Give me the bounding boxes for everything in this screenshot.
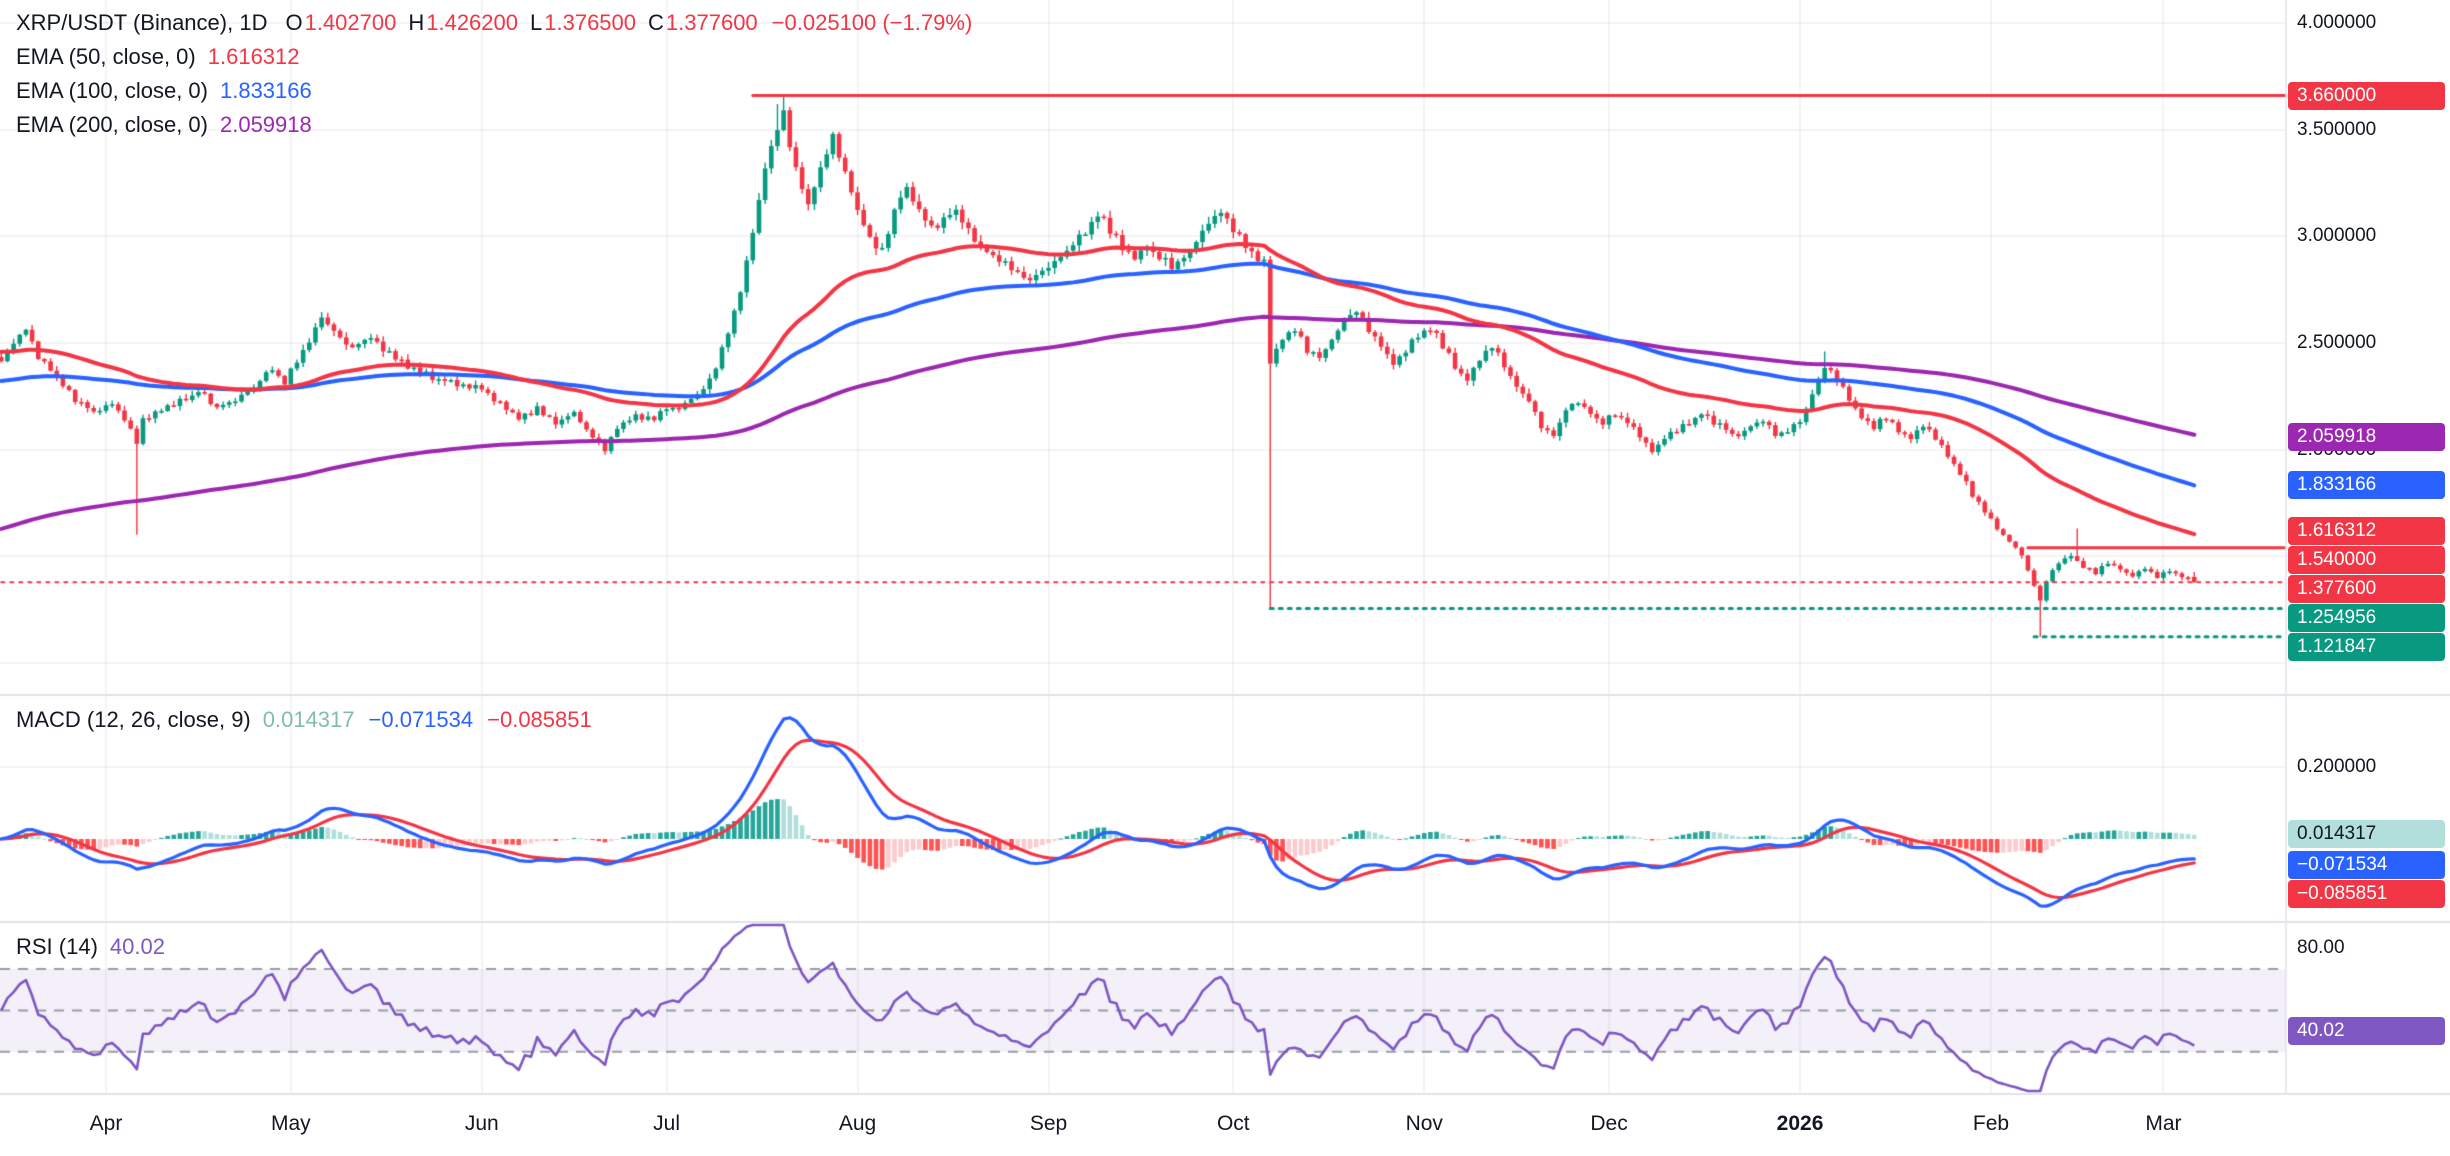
rsi-legend-row[interactable]: RSI (14) 40.02 xyxy=(16,934,165,960)
macd-price-badge: −0.085851 xyxy=(2288,879,2445,908)
ema100-value: 1.833166 xyxy=(219,78,312,103)
ema100-legend-row[interactable]: EMA (100, close, 0) 1.833166 xyxy=(16,78,972,104)
ema50-legend-row[interactable]: EMA (50, close, 0) 1.616312 xyxy=(16,44,972,70)
main-price-badge: 2.059918 xyxy=(2288,422,2445,451)
rsi-axis-label: 80.00 xyxy=(2297,937,2345,959)
symbol-title: XRP/USDT (Binance), 1D xyxy=(16,10,268,35)
main-price-badge: 1.377600 xyxy=(2288,575,2445,604)
time-axis-label: Nov xyxy=(1405,1112,1443,1135)
change-value: −0.025100 (−1.79%) xyxy=(771,10,973,35)
ema200-label: EMA (200, close, 0) xyxy=(16,112,208,137)
time-axis-label: Sep xyxy=(1029,1112,1068,1135)
main-price-badge: 1.833166 xyxy=(2288,471,2445,500)
macd-price-badge: −0.071534 xyxy=(2288,850,2445,879)
low-value: 1.376500 xyxy=(544,10,637,35)
price-axis[interactable] xyxy=(2286,0,2450,1094)
ema50-label: EMA (50, close, 0) xyxy=(16,44,196,69)
time-axis-label: Aug xyxy=(838,1112,877,1135)
macd-price-badge: 0.014317 xyxy=(2288,819,2445,848)
high-value: 1.426200 xyxy=(426,10,518,35)
close-label: C xyxy=(648,10,664,35)
time-axis-label: Jul xyxy=(653,1112,680,1135)
time-axis-label: 2026 xyxy=(1776,1112,1824,1135)
ema200-legend-row[interactable]: EMA (200, close, 0) 2.059918 xyxy=(16,112,972,138)
main-price-badge: 1.254956 xyxy=(2288,604,2445,633)
ema50-value: 1.616312 xyxy=(207,44,300,69)
time-axis-label: Jun xyxy=(464,1112,499,1135)
macd-axis-label: 0.200000 xyxy=(2297,755,2377,777)
open-label: O xyxy=(285,10,303,35)
main-price-badge: 1.616312 xyxy=(2288,517,2445,546)
low-label: L xyxy=(530,10,543,35)
main-price-badge: 3.660000 xyxy=(2288,81,2445,110)
time-axis-label: Dec xyxy=(1590,1112,1628,1135)
price-axis-label: 3.000000 xyxy=(2297,225,2377,247)
close-value: 1.377600 xyxy=(665,10,758,35)
time-axis-label: Mar xyxy=(2145,1112,2182,1135)
ema100-label: EMA (100, close, 0) xyxy=(16,78,208,103)
price-axis-label: 2.500000 xyxy=(2297,331,2377,353)
ema200-value: 2.059918 xyxy=(219,112,312,137)
macd-signal-value: −0.085851 xyxy=(487,707,592,732)
symbol-ohlc-row[interactable]: XRP/USDT (Binance), 1D O 1.402700 H 1.42… xyxy=(16,10,972,36)
main-price-badge: 1.540000 xyxy=(2288,546,2445,575)
macd-hist-value: 0.014317 xyxy=(262,707,355,732)
time-axis-label: Apr xyxy=(89,1112,123,1135)
macd-legend: MACD (12, 26, close, 9) 0.014317 −0.0715… xyxy=(16,707,592,733)
open-value: 1.402700 xyxy=(304,10,397,35)
high-label: H xyxy=(408,10,425,35)
time-axis-label: Feb xyxy=(1972,1112,2010,1135)
rsi-label: RSI (14) xyxy=(16,934,98,959)
macd-legend-row[interactable]: MACD (12, 26, close, 9) 0.014317 −0.0715… xyxy=(16,707,592,733)
time-axis[interactable] xyxy=(0,1094,2450,1156)
price-axis-label: 3.500000 xyxy=(2297,118,2377,140)
macd-line-value: −0.071534 xyxy=(368,707,474,732)
rsi-legend: RSI (14) 40.02 xyxy=(16,934,165,960)
main-price-badge: 1.121847 xyxy=(2288,633,2445,662)
time-axis-label: Oct xyxy=(1216,1112,1250,1135)
rsi-value: 40.02 xyxy=(109,934,165,959)
rsi-price-badge: 40.02 xyxy=(2288,1017,2445,1046)
time-axis-label: May xyxy=(270,1112,311,1135)
main-legend: XRP/USDT (Binance), 1D O 1.402700 H 1.42… xyxy=(16,10,972,138)
macd-label: MACD (12, 26, close, 9) xyxy=(16,707,251,732)
price-axis-label: 4.000000 xyxy=(2297,12,2377,34)
